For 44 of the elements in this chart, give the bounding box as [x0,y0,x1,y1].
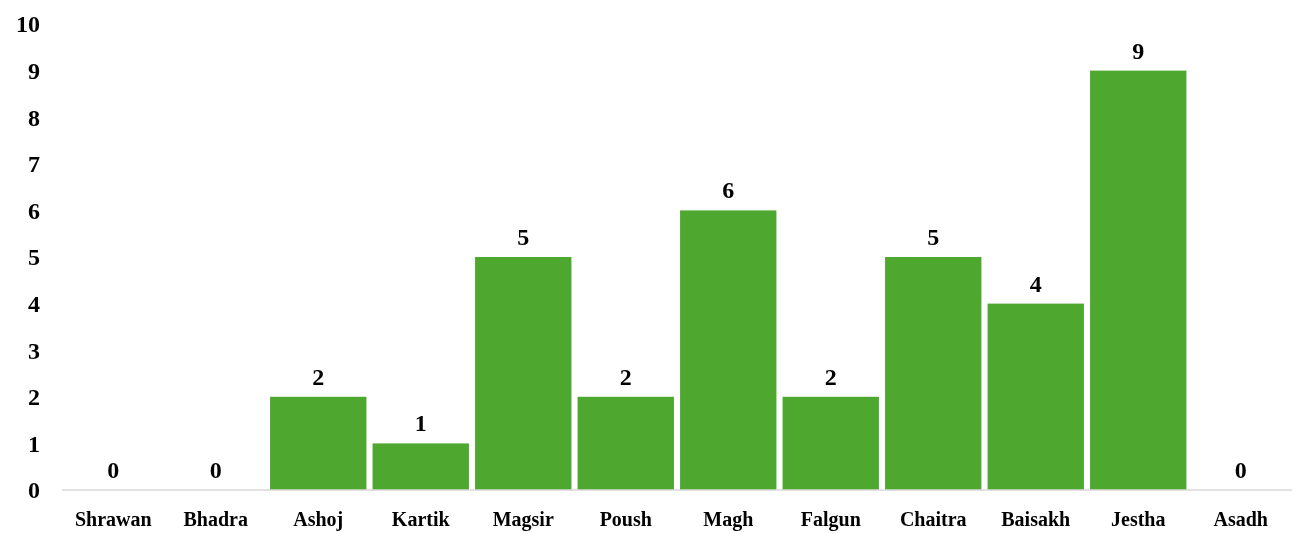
x-tick-label: Jestha [1111,508,1166,530]
data-label: 1 [414,410,427,437]
data-label: 0 [1234,457,1247,483]
bar [885,257,982,490]
bar [680,210,777,490]
data-label: 0 [209,457,222,483]
x-tick-label: Magh [703,508,754,531]
x-tick-label: Shrawan [74,508,152,530]
data-label: 2 [312,363,325,390]
bar [475,257,572,490]
y-tick-label: 5 [28,244,40,271]
x-tick-label: Baisakh [1001,508,1071,530]
x-tick-label: Asadh [1213,508,1268,530]
x-tick-label: Ashoj [293,508,344,531]
x-tick-label: Falgun [800,508,861,531]
y-tick-label: 3 [28,337,40,364]
data-label: 5 [927,224,940,250]
x-tick-label: Bhadra [183,508,248,530]
y-tick-label: 8 [28,104,40,131]
x-tick-label: Kartik [391,508,451,530]
y-tick-label: 1 [28,430,40,457]
x-tick-label: Magsir [492,508,554,531]
y-tick-label: 9 [28,58,40,84]
y-tick-label: 7 [28,151,40,178]
y-tick-label: 2 [28,384,40,411]
data-label: 9 [1132,37,1145,64]
y-tick-label: 4 [28,291,40,317]
data-label: 5 [517,224,530,250]
bar [577,396,674,490]
x-tick-label: Chaitra [899,508,967,530]
y-tick-label: 0 [28,477,40,504]
data-label: 4 [1029,270,1042,297]
bar [1090,70,1187,490]
data-label: 2 [619,363,632,390]
bar [372,443,469,490]
x-tick-label: Poush [599,508,652,530]
bar [987,303,1084,490]
data-label: 6 [722,177,735,204]
y-tick-label: 6 [28,197,40,224]
y-tick-label: 10 [16,11,40,38]
data-label: 0 [107,457,120,483]
data-label: 2 [824,363,837,390]
bar [782,396,879,490]
bar [270,396,367,490]
